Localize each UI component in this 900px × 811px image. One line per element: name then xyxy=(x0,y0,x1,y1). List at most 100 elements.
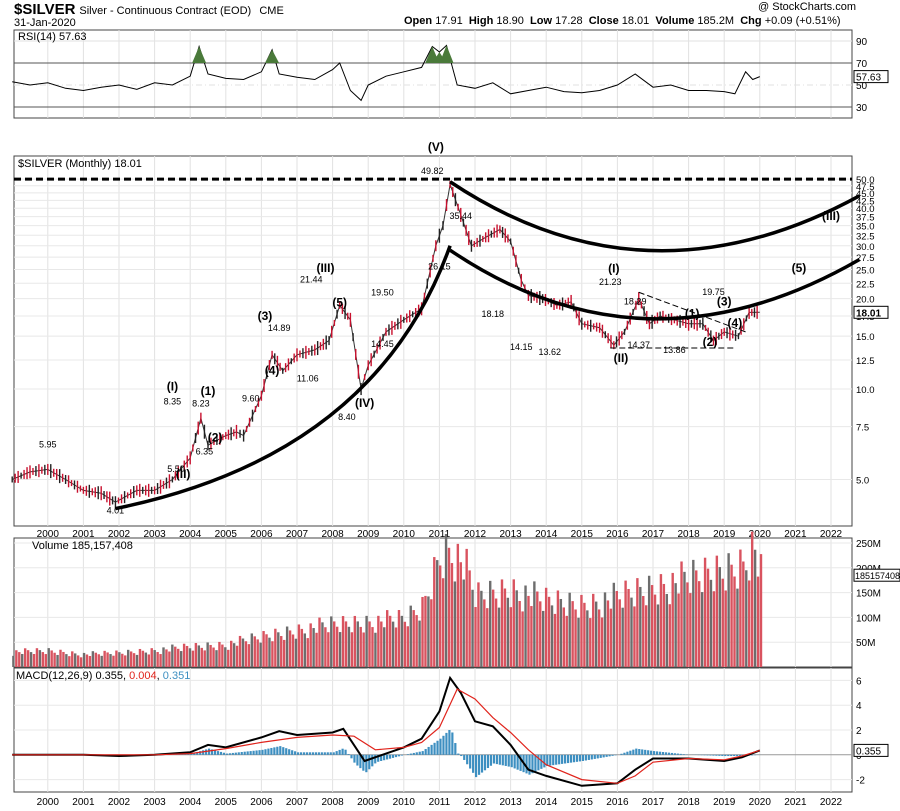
chart-date: 31-Jan-2020 xyxy=(14,17,76,29)
macd-histogram-bar xyxy=(249,751,252,755)
volume-bar xyxy=(580,594,583,667)
macd-histogram-bar xyxy=(400,754,404,756)
volume-bar xyxy=(465,548,468,667)
volume-bar xyxy=(224,647,227,667)
macd-histogram-bar xyxy=(475,754,478,778)
volume-bar xyxy=(571,601,574,667)
volume-bar xyxy=(739,549,742,667)
wave-label: (5) xyxy=(792,261,807,275)
macd-histogram-bar xyxy=(347,754,350,755)
volume-bar xyxy=(347,626,351,667)
volume-bar xyxy=(262,631,265,667)
volume-bar xyxy=(480,590,483,667)
volume-bar xyxy=(74,653,77,667)
volume-bar xyxy=(221,644,224,667)
volume-bar xyxy=(212,647,215,667)
volume-bar xyxy=(241,638,245,667)
volume-bar xyxy=(168,651,171,667)
volume-bar xyxy=(683,571,686,667)
macd-histogram-bar xyxy=(534,754,537,772)
volume-bar xyxy=(415,615,418,667)
x-tick-label-bottom: 2009 xyxy=(357,797,380,808)
x-tick-label-top: 2010 xyxy=(393,529,416,540)
volume-bar xyxy=(692,559,695,667)
price-annotation: 9.60 xyxy=(242,393,260,403)
macd-histogram-bar xyxy=(596,754,599,759)
volume-bar xyxy=(88,656,92,667)
x-tick-label-bottom: 2011 xyxy=(429,797,451,808)
macd-histogram-bar xyxy=(353,754,356,763)
volume-bar xyxy=(300,628,304,667)
macd-histogram-bar xyxy=(356,754,359,766)
volume-bar xyxy=(118,652,121,667)
volume-bar xyxy=(453,581,457,667)
price-annotation: 19.50 xyxy=(371,287,394,297)
macd-tick-label: -2 xyxy=(856,776,865,787)
x-tick-label-bottom: 2005 xyxy=(215,797,238,808)
macd-histogram-bar xyxy=(246,751,249,755)
macd-histogram-bar xyxy=(682,754,685,755)
volume-bar xyxy=(536,591,539,667)
macd-histogram-bar xyxy=(335,751,338,755)
macd-histogram-bar xyxy=(231,752,234,755)
volume-bar xyxy=(85,654,89,667)
price-tick-label: 27.5 xyxy=(856,253,875,264)
price-annotation: 13.86 xyxy=(663,345,686,355)
macd-histogram-bar xyxy=(365,754,368,773)
volume-bar xyxy=(436,560,439,667)
volume-bar xyxy=(65,654,68,667)
volume-bar xyxy=(109,654,112,667)
volume-bar xyxy=(250,633,254,667)
macd-histogram-bar xyxy=(460,754,463,757)
volume-bar xyxy=(400,615,404,667)
volume-bar xyxy=(238,635,242,667)
volume-bar xyxy=(615,591,618,667)
volume-bar xyxy=(409,605,412,667)
macd-histogram-bar xyxy=(222,752,226,755)
wave-label: (3) xyxy=(258,309,273,323)
macd-histogram-bar xyxy=(388,754,392,759)
macd-histogram-bar xyxy=(371,754,374,767)
macd-histogram-bar xyxy=(341,748,344,755)
macd-histogram-bar xyxy=(480,754,484,773)
volume-bar xyxy=(500,579,504,667)
volume-bar xyxy=(256,639,259,667)
x-tick-label-bottom: 2018 xyxy=(677,797,700,808)
wave-label: (II) xyxy=(614,351,629,365)
price-tick-label: 12.5 xyxy=(856,356,875,367)
volume-bar xyxy=(350,632,354,667)
price-annotation: 6.35 xyxy=(196,447,214,457)
macd-histogram-bar xyxy=(451,732,454,755)
volume-bar xyxy=(444,534,448,667)
open-value: 17.91 xyxy=(435,15,463,27)
macd-histogram-bar xyxy=(664,752,668,755)
macd-histogram-bar xyxy=(629,750,632,755)
price-annotation: 35.44 xyxy=(449,211,472,221)
macd-histogram-bar xyxy=(578,754,582,762)
macd-histogram-bar xyxy=(667,752,671,755)
macd-histogram-bar xyxy=(463,754,466,760)
volume-bar xyxy=(227,649,230,667)
volume-bar xyxy=(132,653,136,667)
macd-histogram-bar xyxy=(386,754,389,760)
macd-histogram-bar xyxy=(427,746,430,755)
volume-bar xyxy=(303,633,306,667)
volume-bar xyxy=(244,641,248,667)
price-annotation: 19.75 xyxy=(702,287,725,297)
wave-label: (IV) xyxy=(355,396,374,410)
macd-histogram-bar xyxy=(279,746,282,755)
wave-label: (4) xyxy=(728,316,743,330)
macd-histogram-bar xyxy=(454,743,457,755)
volume-bar xyxy=(21,653,24,667)
volume-bar xyxy=(674,583,677,667)
macd-histogram-bar xyxy=(285,748,288,755)
volume-bar xyxy=(715,555,719,667)
price-tick-label: 42.5 xyxy=(856,196,875,207)
x-tick-label-top: 2005 xyxy=(215,529,238,540)
macd-histogram-bar xyxy=(519,754,522,771)
macd-histogram-bar xyxy=(317,752,320,755)
macd-histogram-bar xyxy=(193,752,196,755)
volume-bar xyxy=(362,632,365,667)
volume-bar xyxy=(53,652,56,667)
